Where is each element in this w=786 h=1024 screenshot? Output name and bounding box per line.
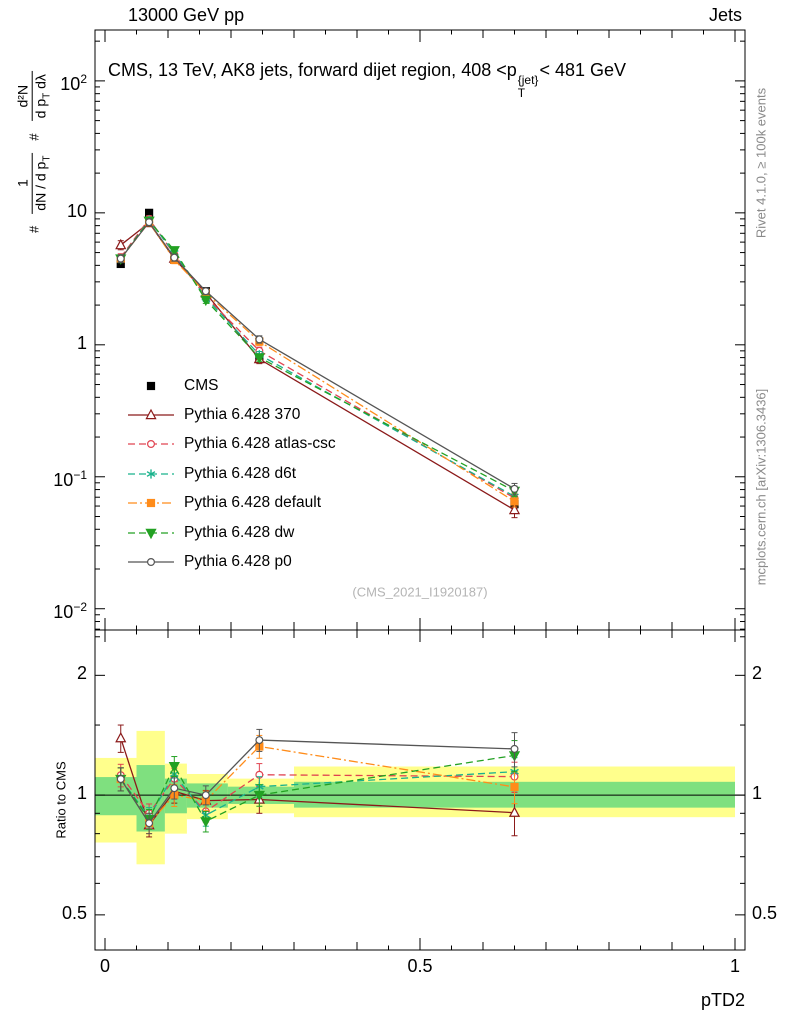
legend-label: Pythia 6.428 p0	[184, 553, 292, 571]
legend-marker-sample	[128, 558, 174, 567]
legend-item: CMS	[127, 371, 336, 400]
fraction-numerator: 1	[14, 179, 31, 188]
legend-marker-sample	[128, 408, 174, 420]
y-axis-title-hash-2: #	[26, 133, 42, 141]
y-axis-title: # 1 dN / d pT # d²N d pT dλ	[15, 71, 54, 233]
fraction-denominator: dN / d pT	[31, 152, 54, 214]
rivet-version-note: Rivet 4.1.0, ≥ 100k events	[753, 87, 769, 239]
series-pythia-6-428-p0	[116, 218, 519, 835]
axis-ticks	[95, 30, 745, 950]
legend-marker-sample	[128, 499, 174, 508]
legend-label: Pythia 6.428 dw	[184, 523, 295, 541]
legend-label: Pythia 6.428 370	[184, 406, 301, 424]
legend-label: Pythia 6.428 d6t	[184, 464, 297, 482]
plot-title-post: < 481 GeV	[539, 60, 627, 80]
plot-title-sup: {jet}	[517, 73, 539, 87]
legend-marker-sample	[128, 440, 174, 449]
den-text: dλ	[32, 74, 49, 93]
den-text: dN / d p	[32, 161, 49, 211]
plot-title: CMS, 13 TeV, AK8 jets, forward dijet reg…	[108, 60, 626, 99]
plot-title-supsub: {jet} T	[518, 74, 539, 99]
legend-item: Pythia 6.428 d6t	[127, 459, 336, 488]
plot-title-sub: T	[517, 85, 526, 100]
legend: CMS Pythia 6.428 370 Pythia 6.428 atlas-cs…	[127, 371, 336, 577]
legend-marker-sample	[128, 469, 174, 479]
x-axis-title: pTD2	[700, 990, 745, 1010]
beam-energy-label: 13000 GeV pp	[128, 5, 245, 25]
legend-marker-sample	[146, 381, 156, 390]
legend-label: Pythia 6.428 default	[184, 494, 322, 512]
den-sub: T	[41, 155, 53, 162]
legend-item: Pythia 6.428 p0	[127, 547, 336, 576]
legend-item: Pythia 6.428 atlas-csc	[127, 430, 336, 459]
ratio-axis-title: Ratio to CMS	[53, 761, 69, 839]
legend-item: Pythia 6.428 default	[127, 489, 336, 518]
y-axis-title-fraction-1: 1 dN / d pT	[14, 152, 54, 214]
fraction-numerator: d²N	[14, 84, 31, 108]
den-sub: T	[41, 92, 53, 99]
y-axis-title-hash-1: #	[26, 225, 42, 233]
den-text: d p	[32, 98, 49, 119]
legend-label: Pythia 6.428 atlas-csc	[184, 435, 336, 453]
legend-item: Pythia 6.428 dw	[127, 518, 336, 547]
legend-item: Pythia 6.428 370	[127, 400, 336, 429]
mcplots-reference-note: mcplots.cern.ch [arXiv:1306.3436]	[753, 388, 769, 586]
analysis-id-watermark: (CMS_2021_I1920187)	[352, 584, 488, 600]
fraction-denominator: d pT dλ	[31, 71, 54, 122]
y-axis-title-fraction-2: d²N d pT dλ	[14, 71, 54, 122]
analysis-group-label: Jets	[708, 5, 742, 25]
legend-marker-sample	[128, 528, 174, 539]
plot-title-pre: CMS, 13 TeV, AK8 jets, forward dijet reg…	[108, 60, 517, 80]
legend-label: CMS	[184, 376, 219, 394]
